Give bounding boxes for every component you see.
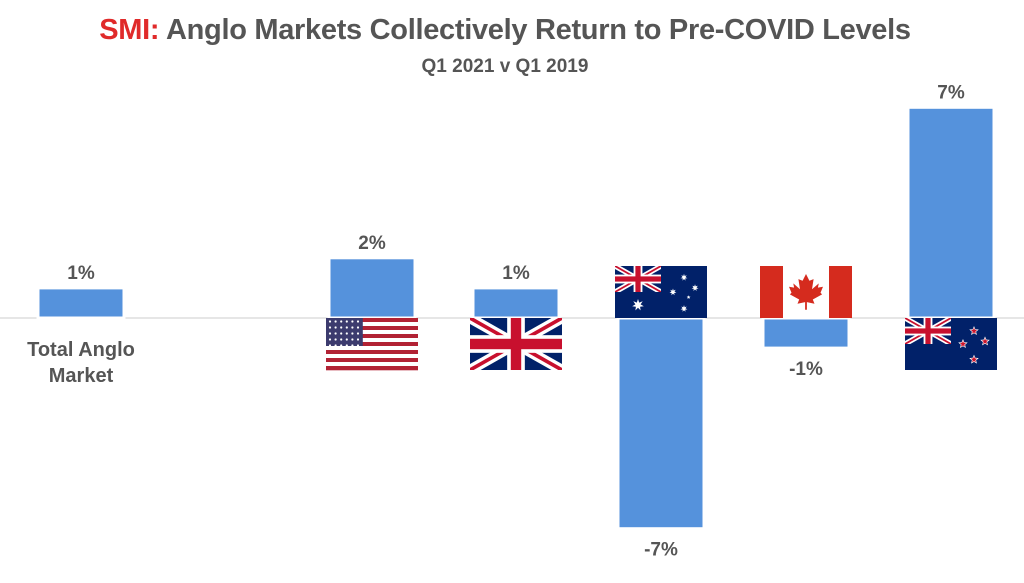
bar-canada xyxy=(761,316,851,350)
bar-uk xyxy=(471,286,561,320)
chart-title: SMI: Anglo Markets Collectively Return t… xyxy=(0,14,1010,47)
value-label-new-zealand: 7% xyxy=(937,82,965,103)
bar-total-anglo-market xyxy=(36,286,126,320)
value-label-uk: 1% xyxy=(502,263,530,284)
bar-australia xyxy=(616,316,706,531)
category-label-total-anglo-market: Total Anglo Market xyxy=(27,339,135,387)
bar-usa xyxy=(327,256,417,320)
canada-flag-icon xyxy=(760,266,852,318)
uk-flag-icon xyxy=(470,318,562,370)
australia-flag-icon xyxy=(615,266,707,318)
value-label-australia: -7% xyxy=(644,540,678,561)
new-zealand-flag-icon xyxy=(905,318,997,370)
value-label-canada: -1% xyxy=(789,359,823,380)
chart-title-brand: SMI: xyxy=(99,14,160,46)
chart-title-text: Anglo Markets Collectively Return to Pre… xyxy=(165,14,911,46)
usa-flag-icon xyxy=(326,318,418,371)
chart-subtitle: Q1 2021 v Q1 2019 xyxy=(421,56,589,77)
value-label-total-anglo-market: 1% xyxy=(67,263,95,284)
bar-new-zealand xyxy=(906,105,996,320)
value-label-usa: 2% xyxy=(358,233,386,254)
